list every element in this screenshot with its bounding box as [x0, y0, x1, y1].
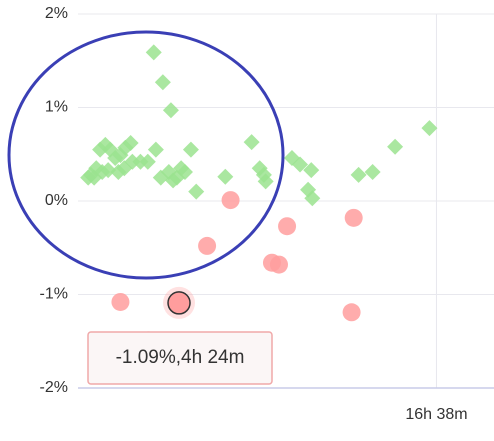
tooltip-text: -1.09%,4h 24m	[116, 347, 245, 368]
marks	[80, 44, 438, 350]
diamond-point	[303, 162, 320, 179]
diamond-point	[243, 134, 260, 151]
circle-point	[344, 208, 363, 227]
circle-point	[221, 191, 240, 210]
circle-point	[278, 217, 297, 236]
diamond-point	[147, 141, 164, 158]
circle-point	[342, 303, 361, 322]
annotation-ellipse	[7, 30, 285, 280]
diamond-point	[100, 162, 117, 179]
y-tick-label: 0%	[45, 192, 68, 209]
diamond-point	[257, 173, 274, 190]
circle-point	[167, 291, 191, 315]
diamond-point	[122, 135, 139, 152]
diamond-point	[188, 183, 205, 200]
y-tick-label: 1%	[45, 99, 68, 116]
diamond-point	[145, 44, 162, 61]
tooltip-box	[87, 331, 273, 385]
y-tick-label: -1%	[40, 286, 68, 303]
y-tick-label: 2%	[45, 5, 68, 22]
diamond-point	[176, 164, 193, 181]
grid	[78, 13, 494, 389]
diamond-point	[350, 166, 367, 183]
diamond-point	[304, 190, 321, 207]
diamond-point	[292, 156, 309, 173]
diamond-point	[124, 153, 141, 170]
circle-point	[198, 236, 217, 255]
diamond-point	[162, 102, 179, 119]
circle-point	[111, 292, 130, 311]
diamond-point	[139, 153, 156, 170]
diamond-point	[154, 74, 171, 91]
diamond-point	[421, 120, 438, 137]
diamond-point	[364, 164, 381, 181]
y-tick-label: -2%	[40, 379, 68, 396]
tooltip: -1.09%,4h 24m	[87, 331, 273, 385]
diamond-point	[182, 141, 199, 158]
circle-point	[269, 255, 288, 274]
diamond-point	[217, 168, 234, 185]
diamond-point	[387, 138, 404, 155]
x-tick-label: 16h 38m	[405, 406, 467, 423]
